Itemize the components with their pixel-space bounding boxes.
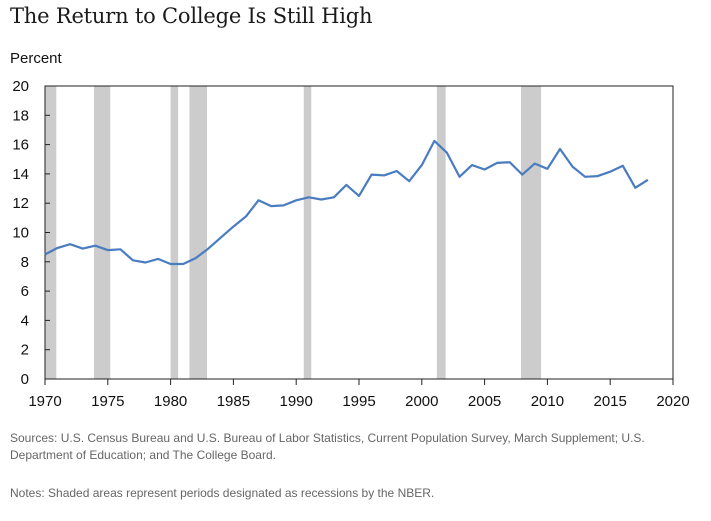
recession-band <box>436 86 446 379</box>
recession-band <box>521 86 542 379</box>
plot-border <box>44 85 674 380</box>
y-tick-label: 0 <box>21 371 29 388</box>
y-tick-label: 16 <box>12 137 29 154</box>
x-tick-label: 2000 <box>405 393 438 410</box>
recession-bands <box>45 86 542 379</box>
y-tick-label: 10 <box>12 225 29 242</box>
series-line <box>44 139 649 266</box>
y-tick-label: 6 <box>21 283 29 300</box>
y-axis-label: Percent <box>10 50 62 67</box>
y-tick-label: 2 <box>21 342 29 359</box>
recession-band <box>45 86 57 379</box>
x-tick-label: 1970 <box>28 393 61 410</box>
x-tick-label: 1975 <box>91 393 124 410</box>
y-tick-label: 20 <box>12 78 29 95</box>
y-tick-label: 12 <box>12 195 29 212</box>
recession-band <box>189 86 208 379</box>
x-tick-label: 1990 <box>280 393 313 410</box>
y-tick-label: 4 <box>21 312 29 329</box>
recession-band <box>93 86 111 379</box>
recession-band <box>170 86 179 379</box>
sources-note: Sources: U.S. Census Bureau and U.S. Bur… <box>10 431 645 462</box>
x-tick-label: 1985 <box>217 393 250 410</box>
y-tick-label: 8 <box>21 254 29 271</box>
x-tick-label: 1980 <box>154 393 187 410</box>
x-tick-label: 2015 <box>594 393 627 410</box>
x-tick-label: 2005 <box>468 393 501 410</box>
y-axis-ticks: 0 2 4 6 8 10 12 14 16 18 20 <box>12 78 50 388</box>
series-line-group <box>44 139 649 266</box>
x-tick-label: 2010 <box>531 393 564 410</box>
x-axis-ticks: 1970 1975 1980 1985 1990 1995 2000 2005 2010 2015… <box>28 379 690 410</box>
y-tick-label: 14 <box>12 166 29 183</box>
x-tick-label: 2020 <box>656 393 689 410</box>
x-tick-label: 1995 <box>342 393 375 410</box>
chart-title: The Return to College Is Still High <box>10 4 373 28</box>
notes-text: Notes: Shaded areas represent periods de… <box>10 486 435 500</box>
recession-band <box>303 86 312 379</box>
plot-frame <box>44 85 674 380</box>
y-tick-label: 18 <box>12 107 29 124</box>
